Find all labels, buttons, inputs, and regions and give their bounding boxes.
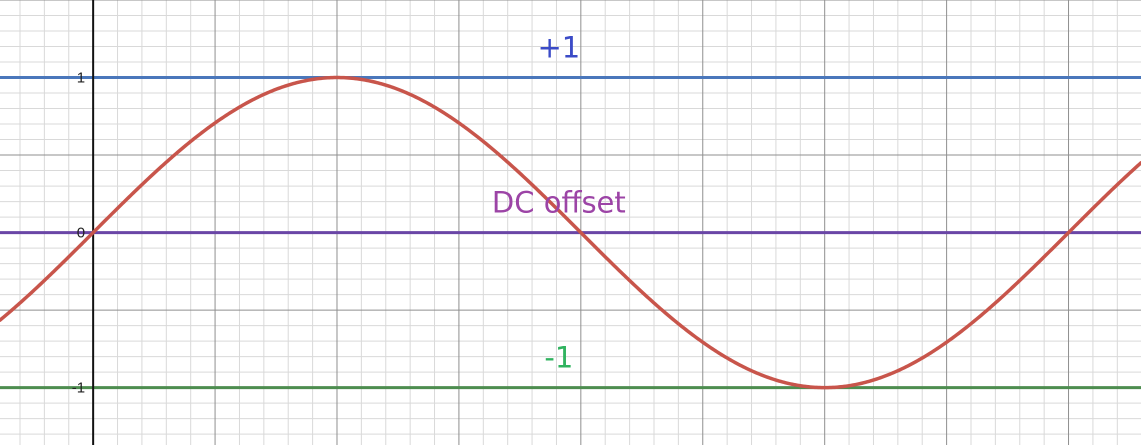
annotations: +1 DC offset -1	[492, 30, 626, 374]
annotation-label: +1	[537, 30, 580, 64]
y-tick-label: 0	[77, 225, 85, 242]
sine-curve	[0, 75, 1141, 390]
reference-lines	[0, 76, 1141, 390]
annotation-label: DC offset	[492, 185, 626, 219]
y-ticks: 1 0 -1	[72, 70, 85, 397]
y-tick-label: -1	[72, 380, 85, 397]
y-tick-label: 1	[77, 70, 85, 87]
annotation-label: -1	[544, 340, 573, 374]
